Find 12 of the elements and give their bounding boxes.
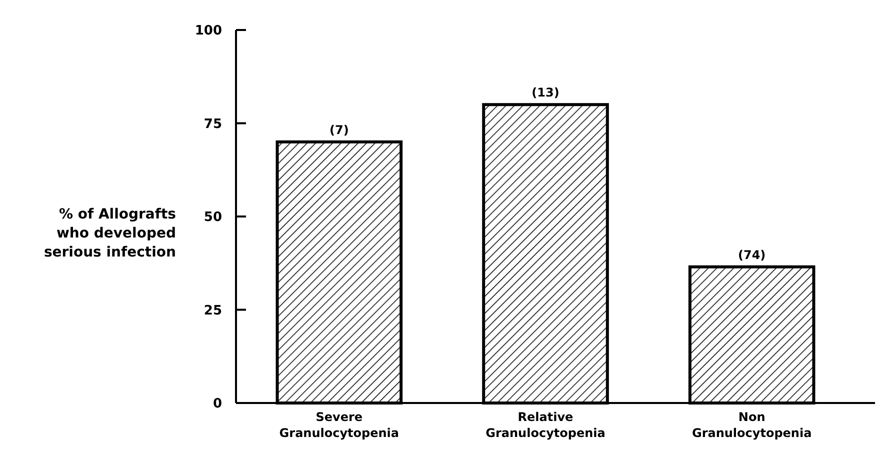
- x-tick-label: Severe Granulocytopenia: [279, 410, 400, 440]
- annotation: (13): [532, 86, 560, 100]
- y-tick-label: 0: [212, 396, 222, 412]
- y-tick-label: 100: [194, 24, 222, 39]
- x-tick-label: Relative Granulocytopenia: [486, 410, 606, 440]
- x-tick-label: Non Granulocytopenia: [692, 410, 812, 440]
- y-axis-title: % of Allografts who developed serious infection: [44, 206, 176, 260]
- y-tick-label: 25: [204, 303, 222, 318]
- y-tick-label: 75: [204, 116, 222, 132]
- annotation: (7): [330, 122, 349, 137]
- y-tick-label: 50: [204, 210, 222, 226]
- annotation: (74): [738, 248, 766, 262]
